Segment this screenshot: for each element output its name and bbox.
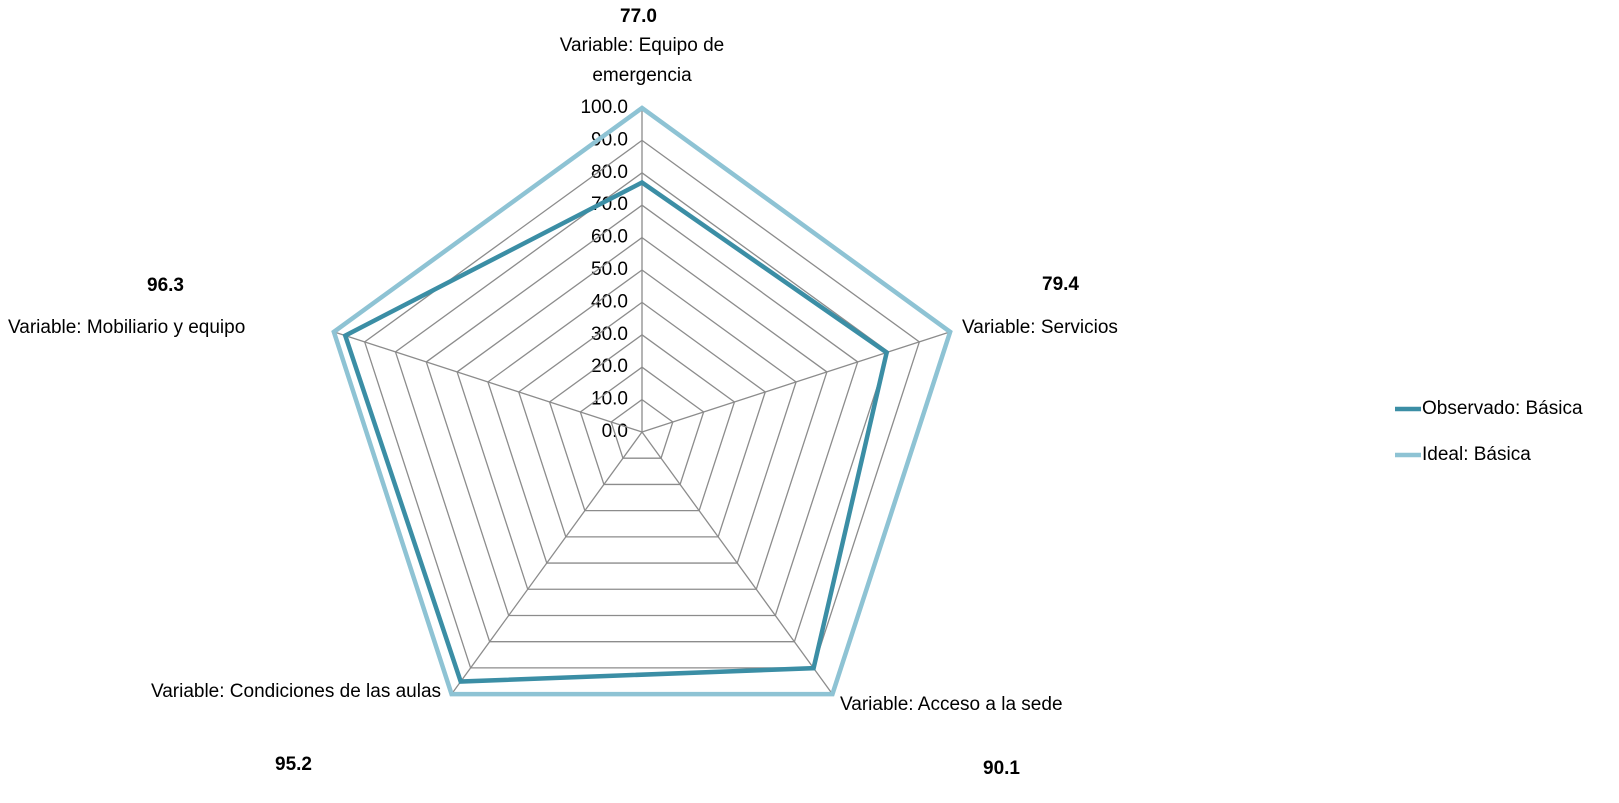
category-label: Variable: Condiciones de las aulas [150,681,442,702]
spoke [451,431,643,695]
category-label: Variable: Equipo de emergencia [559,35,725,86]
data-label: 77.0 [620,6,657,27]
grid-ring [610,398,674,459]
radar-line [331,105,953,697]
grid-ring [487,269,797,564]
spoke [641,431,833,695]
grid-ring [394,171,890,643]
legend-label: Observado: Básica [1422,398,1583,419]
tick-label: 90.0 [591,129,628,150]
data-label: 90.1 [983,758,1020,779]
grid-ring [579,366,705,486]
data-label: 95.2 [275,754,312,775]
tick-label: 80.0 [591,162,628,183]
legend-label: Ideal: Básica [1422,444,1531,465]
grid-ring [425,204,859,617]
data-label: 79.4 [1042,274,1079,295]
tick-label: 100.0 [580,97,628,118]
grid-ring [517,301,767,538]
category-label: Variable: Servicios [962,317,1118,338]
grid-ring [548,333,736,512]
tick-label: 60.0 [591,227,628,248]
tick-label: 50.0 [591,259,628,280]
tick-label: 40.0 [591,291,628,312]
tick-label: 30.0 [591,324,628,345]
spoke [333,331,643,433]
radar-line [342,179,890,684]
category-label: Variable: Mobiliario y equipo [8,317,246,338]
tick-label: 10.0 [591,389,628,410]
grid-ring [456,236,828,590]
tick-label: 70.0 [591,194,628,215]
grid-ring [363,139,921,669]
tick-label: 20.0 [591,356,628,377]
data-label: 96.3 [147,275,184,296]
spoke [641,331,951,433]
category-label: Variable: Acceso a la sede [840,694,1063,715]
